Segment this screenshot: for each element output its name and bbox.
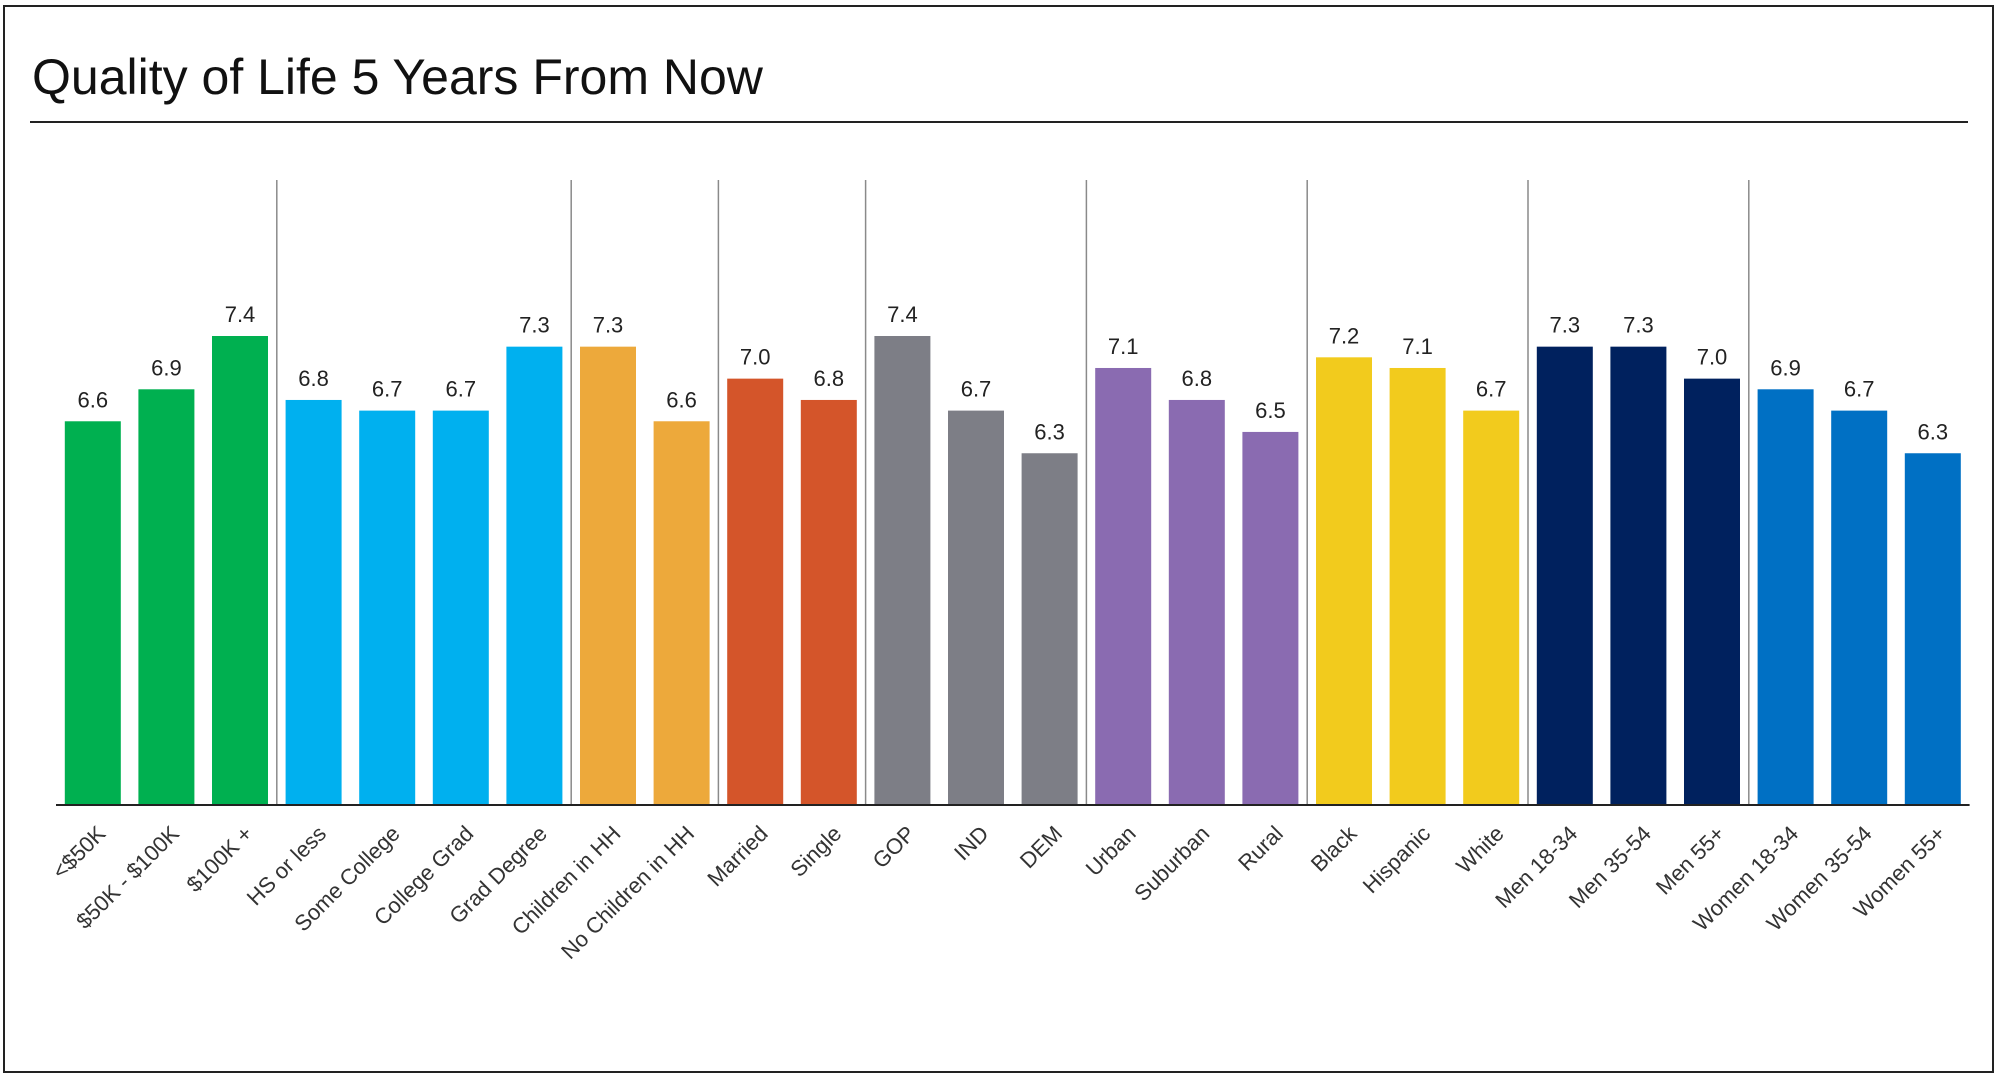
bar-50k xyxy=(64,421,121,805)
value-label-ind: 6.7 xyxy=(961,377,992,402)
category-label-urban: Urban xyxy=(1081,821,1141,881)
value-label-gop: 7.4 xyxy=(887,302,918,327)
category-label-single: Single xyxy=(785,821,846,882)
value-label-men-18-34: 7.3 xyxy=(1550,313,1581,338)
value-label-men-35-54: 7.3 xyxy=(1623,313,1654,338)
bar-married xyxy=(727,378,784,805)
category-label-hispanic: Hispanic xyxy=(1358,821,1435,898)
bar-rural xyxy=(1242,431,1299,805)
category-label-gop: GOP xyxy=(868,821,920,873)
bar-women-35-54 xyxy=(1831,410,1888,805)
title-divider xyxy=(30,121,1968,123)
bar-black xyxy=(1316,357,1372,805)
value-label-black: 7.2 xyxy=(1329,323,1360,348)
bar-single xyxy=(800,399,857,805)
value-label-white: 6.7 xyxy=(1476,377,1507,402)
value-label-married: 7.0 xyxy=(740,345,771,370)
value-label-some-college: 6.7 xyxy=(372,377,403,402)
value-label-100k: 7.4 xyxy=(225,302,256,327)
bar-men-55 xyxy=(1684,378,1740,805)
bar-college-grad xyxy=(432,410,489,805)
bar-50k-100k xyxy=(138,389,195,805)
bar-100k xyxy=(212,336,268,805)
bar-white xyxy=(1463,410,1520,805)
value-label-women-35-54: 6.7 xyxy=(1844,377,1875,402)
value-label-hispanic: 7.1 xyxy=(1402,334,1433,359)
chart-title: Quality of Life 5 Years From Now xyxy=(32,49,763,105)
bar-hispanic xyxy=(1389,367,1446,805)
bar-no-children-in-hh xyxy=(653,421,710,805)
category-label-50k: <$50K xyxy=(47,821,110,884)
bar-urban xyxy=(1095,367,1152,805)
bar-some-college xyxy=(359,410,416,805)
category-label-suburban: Suburban xyxy=(1129,821,1214,906)
bar-children-in-hh xyxy=(580,346,636,805)
bar-women-55 xyxy=(1904,453,1961,805)
value-label-children-in-hh: 7.3 xyxy=(593,313,624,338)
bar-women-18-34 xyxy=(1757,389,1814,805)
value-label-dem: 6.3 xyxy=(1034,419,1065,444)
bar-grad-degree xyxy=(506,346,563,805)
value-label-single: 6.8 xyxy=(814,366,845,391)
category-label-dem: DEM xyxy=(1015,821,1067,873)
category-label-married: Married xyxy=(702,821,772,891)
value-label-suburban: 6.8 xyxy=(1182,366,1213,391)
value-label-urban: 7.1 xyxy=(1108,334,1139,359)
value-label-women-18-34: 6.9 xyxy=(1770,355,1801,380)
value-label-no-children-in-hh: 6.6 xyxy=(666,387,697,412)
category-label-black: Black xyxy=(1306,820,1362,876)
bar-men-18-34 xyxy=(1536,346,1593,805)
value-label-50k-100k: 6.9 xyxy=(151,355,182,380)
value-label-hs-or-less: 6.8 xyxy=(298,366,329,391)
bar-hs-or-less xyxy=(285,399,342,805)
bar-gop xyxy=(874,336,931,805)
value-label-grad-degree: 7.3 xyxy=(519,313,550,338)
value-label-men-55: 7.0 xyxy=(1697,345,1728,370)
group-separators xyxy=(276,180,1750,805)
value-label-50k: 6.6 xyxy=(78,387,109,412)
bar-ind xyxy=(948,410,1004,805)
bars-layer xyxy=(64,336,1961,805)
category-label-no-children-in-hh: No Children in HH xyxy=(556,821,699,964)
value-label-women-55: 6.3 xyxy=(1918,419,1949,444)
value-labels-layer: 6.6 6.9 7.4 6.8 6.7 6.7 7.3 7.3 6.6 7.0 6.8 7.4 6.7 6… xyxy=(78,302,1949,444)
value-label-college-grad: 6.7 xyxy=(446,377,477,402)
category-label-white: White xyxy=(1451,821,1508,878)
category-label-rural: Rural xyxy=(1233,821,1288,876)
bar-dem xyxy=(1021,453,1078,805)
category-label-100k: $100K + xyxy=(181,821,257,897)
category-label-ind: IND xyxy=(949,821,993,865)
bar-men-35-54 xyxy=(1610,346,1667,805)
bar-suburban xyxy=(1168,399,1225,805)
value-label-rural: 6.5 xyxy=(1255,398,1286,423)
